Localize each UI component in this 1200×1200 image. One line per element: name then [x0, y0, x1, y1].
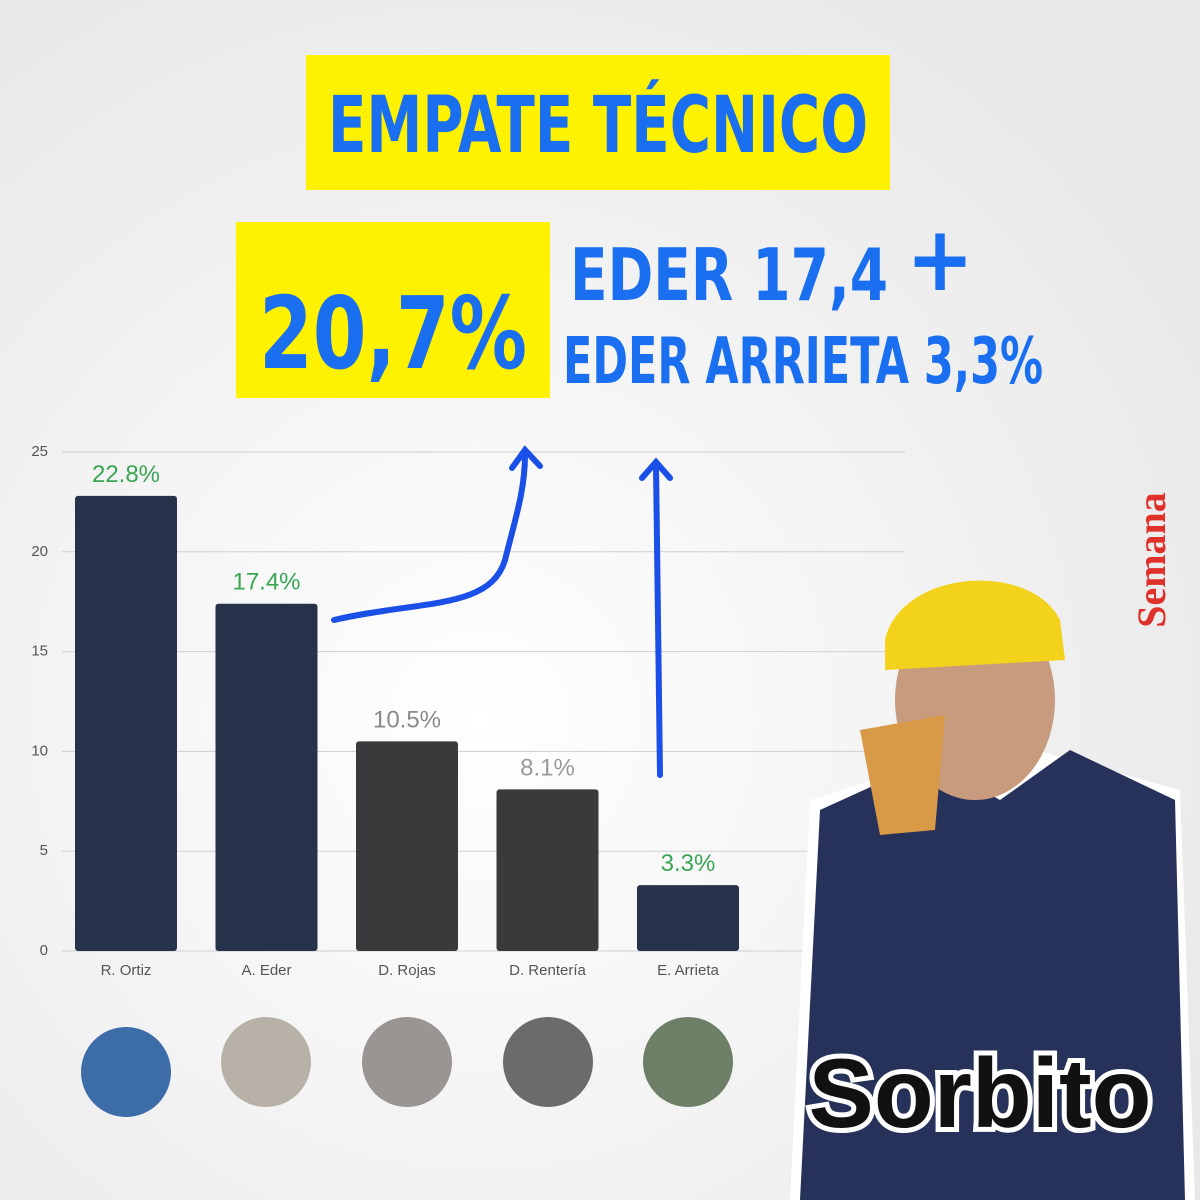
cup [860, 715, 945, 835]
avatar [503, 1017, 593, 1107]
y-tick-label: 15 [31, 643, 48, 660]
value-label: 10.5% [373, 706, 441, 733]
y-tick-label: 20 [31, 543, 48, 560]
value-label: 8.1% [520, 754, 575, 781]
annotation: + [906, 207, 974, 312]
bar [215, 603, 318, 951]
shirt [800, 750, 1185, 1200]
arrowhead [639, 457, 673, 481]
y-tick-label: 0 [40, 942, 48, 959]
avatar [362, 1017, 452, 1107]
bar [75, 495, 177, 951]
cap [885, 580, 1065, 670]
x-tick-label: D. Rojas [378, 962, 436, 979]
x-tick-label: R. Ortiz [101, 962, 152, 979]
annotation: EDER 17,4 [570, 233, 888, 317]
y-tick-label: 25 [31, 443, 48, 460]
avatar [81, 1027, 171, 1117]
headline-box [306, 55, 890, 190]
total-box [236, 222, 550, 398]
x-tick-label: D. Rentería [509, 962, 586, 979]
arrow [331, 452, 528, 623]
x-tick-label: E. Arrieta [657, 962, 719, 979]
y-tick-label: 5 [40, 842, 48, 859]
person-photo [790, 580, 1195, 1200]
arrowhead [509, 445, 543, 471]
value-label: 17.4% [232, 569, 300, 596]
x-tick-label: A. Eder [241, 962, 291, 979]
total-annotation: 20,7% [259, 275, 527, 392]
caption: Sorbito [809, 1038, 1152, 1148]
headline: EMPATE TÉCNICO [328, 79, 868, 171]
plot: 0 5 10 15 20 25 22.8% R. Ortiz 17.4% A. Eder 10.5%… [31, 443, 905, 979]
annotation: EDER ARRIETA 3,3% [563, 325, 1043, 399]
y-tick-label: 10 [31, 742, 48, 759]
bar [637, 885, 739, 951]
avatar [643, 1017, 733, 1107]
source-logo: Semana [1129, 492, 1174, 628]
value-label: 3.3% [661, 850, 716, 877]
avatar [221, 1017, 311, 1107]
bar [496, 789, 599, 951]
avatars [81, 1017, 733, 1117]
arrow [653, 462, 663, 778]
bar [356, 741, 458, 951]
value-label: 22.8% [92, 461, 160, 488]
